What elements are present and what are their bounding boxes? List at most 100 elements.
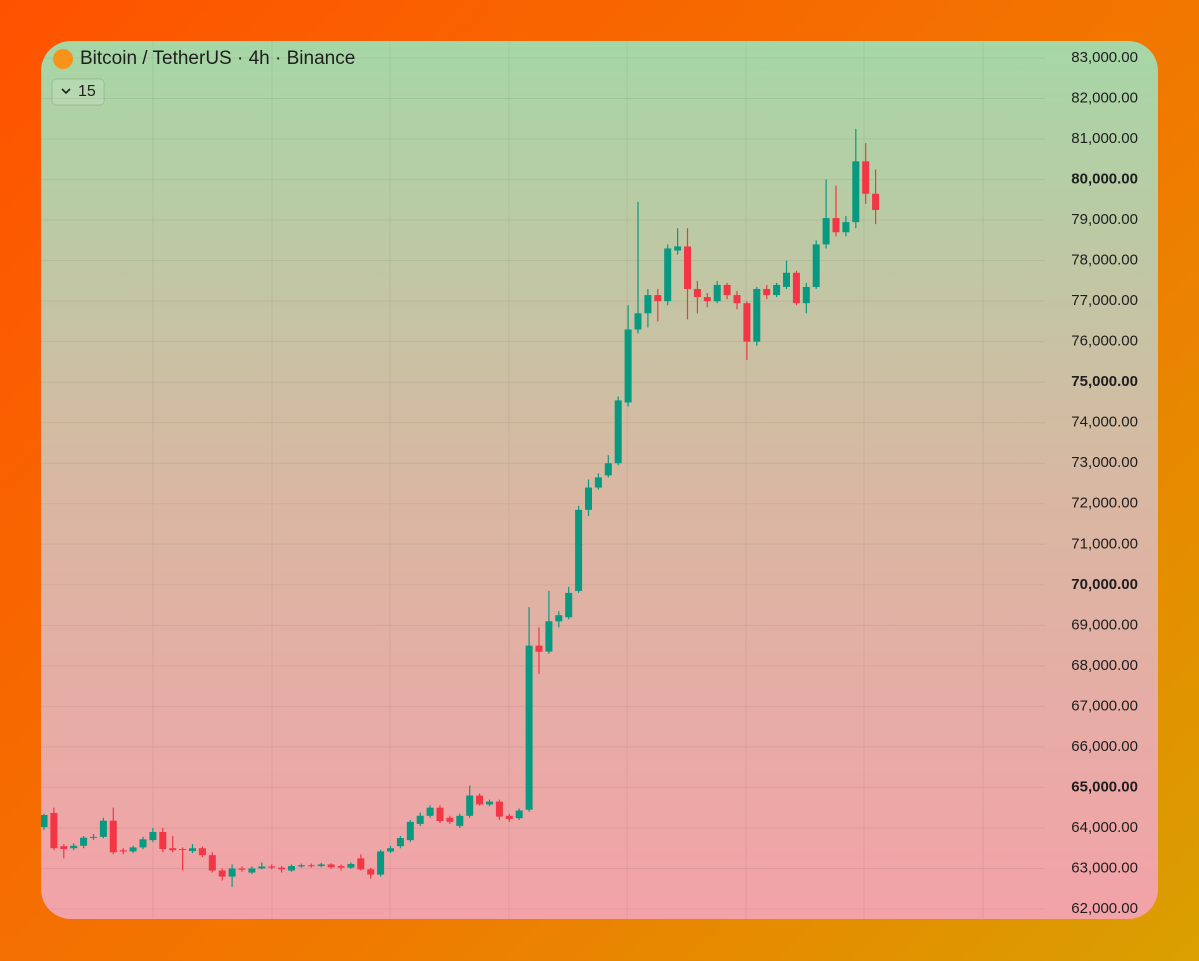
candle-body <box>456 815 464 826</box>
y-tick-label: 63,000.00 <box>1071 859 1138 876</box>
candle-body <box>218 870 226 877</box>
candle-body <box>357 858 365 870</box>
y-tick-label: 70,000.00 <box>1071 576 1138 593</box>
candle-body <box>525 645 533 810</box>
candle-body <box>614 400 622 464</box>
grid <box>41 41 1045 919</box>
candle-body <box>129 847 137 852</box>
candle-body <box>228 868 236 877</box>
candle-body <box>198 848 206 856</box>
candle-body <box>802 286 810 304</box>
candle-body <box>505 815 513 820</box>
candle-body <box>307 865 315 867</box>
candle-body <box>664 248 672 302</box>
y-tick-label: 68,000.00 <box>1071 657 1138 674</box>
candle-body <box>495 801 503 817</box>
candle-body <box>238 868 246 870</box>
candles <box>41 128 880 887</box>
candle-body <box>60 846 68 850</box>
candle-body <box>248 868 256 873</box>
card-content: 83,000.00 82,000.00 81,000.00 80,000.00 79,0… <box>41 41 1138 919</box>
candle-body <box>50 812 58 849</box>
y-tick-label: 72,000.00 <box>1071 495 1138 512</box>
candle-body <box>297 865 305 867</box>
y-tick-label: 67,000.00 <box>1071 697 1138 714</box>
candle-body <box>208 855 216 871</box>
y-tick-label: 79,000.00 <box>1071 211 1138 228</box>
y-tick-label: 75,000.00 <box>1071 373 1138 390</box>
candle-body <box>684 246 691 289</box>
candle-body <box>139 839 147 848</box>
y-tick-label: 66,000.00 <box>1071 738 1138 755</box>
candle-body <box>842 222 850 233</box>
candle-body <box>337 866 345 868</box>
candle-body <box>416 815 424 824</box>
candle-body <box>693 288 701 298</box>
candle-body <box>832 218 840 233</box>
candle-body <box>783 272 790 287</box>
candle-body <box>822 218 830 245</box>
candle-body <box>812 244 820 287</box>
candle-body <box>773 284 781 296</box>
chevron-icon <box>61 88 71 95</box>
candle-body <box>486 801 493 805</box>
y-tick-label: 81,000.00 <box>1071 130 1138 147</box>
candle-body <box>565 592 573 618</box>
candle-body <box>149 832 157 841</box>
candle-body <box>189 848 196 852</box>
candle-body <box>763 288 771 296</box>
candle-body <box>179 849 187 851</box>
y-tick-label: 74,000.00 <box>1071 414 1138 431</box>
candle-body <box>585 487 592 510</box>
candle-body <box>169 848 177 851</box>
candle-body <box>575 509 583 591</box>
candle-body <box>377 851 385 875</box>
candle-body <box>119 850 127 852</box>
candle-body <box>327 864 335 868</box>
candle-body <box>872 193 880 210</box>
candle-body <box>41 814 48 828</box>
y-tick-label: 71,000.00 <box>1071 535 1138 552</box>
candle-body <box>406 821 414 841</box>
candle-body <box>723 284 731 296</box>
candle-body <box>426 807 434 816</box>
candle-body <box>347 864 355 868</box>
candle-body <box>654 295 662 302</box>
candle-body <box>753 288 761 342</box>
candle-body <box>99 820 107 837</box>
candle-body <box>743 303 751 342</box>
y-tick-label: 69,000.00 <box>1071 616 1138 633</box>
candle-body <box>733 295 741 304</box>
candle-body <box>604 463 612 476</box>
chart-title: Bitcoin / TetherUS · 4h · Binance <box>80 48 355 69</box>
candle-body <box>545 621 553 652</box>
candle-body <box>90 836 97 838</box>
candle-body <box>634 313 642 330</box>
candle-body <box>80 837 88 846</box>
candle-body <box>387 848 394 852</box>
y-tick-label: 83,000.00 <box>1071 49 1138 66</box>
y-tick-label: 65,000.00 <box>1071 778 1138 795</box>
candle-body <box>396 838 404 847</box>
indicator-toggle[interactable] <box>51 78 105 106</box>
candle-body <box>446 817 454 822</box>
candle-body <box>367 869 375 875</box>
y-tick-label: 62,000.00 <box>1071 900 1138 917</box>
y-tick-label: 77,000.00 <box>1071 292 1138 309</box>
candle-body <box>159 832 167 850</box>
y-tick-label: 76,000.00 <box>1071 333 1138 350</box>
candle-body <box>674 246 682 251</box>
candle-body <box>278 867 286 870</box>
candle-body <box>703 297 711 302</box>
y-tick-label: 73,000.00 <box>1071 454 1138 471</box>
coin-icon <box>53 49 73 69</box>
candle-body <box>535 645 543 652</box>
candle-body <box>624 329 632 403</box>
candle-body <box>713 284 721 302</box>
y-tick-label: 78,000.00 <box>1071 252 1138 269</box>
y-axis: 83,000.00 82,000.00 81,000.00 80,000.00 79,0… <box>1071 49 1138 917</box>
candle-body <box>109 820 117 853</box>
candle-body <box>476 795 484 805</box>
